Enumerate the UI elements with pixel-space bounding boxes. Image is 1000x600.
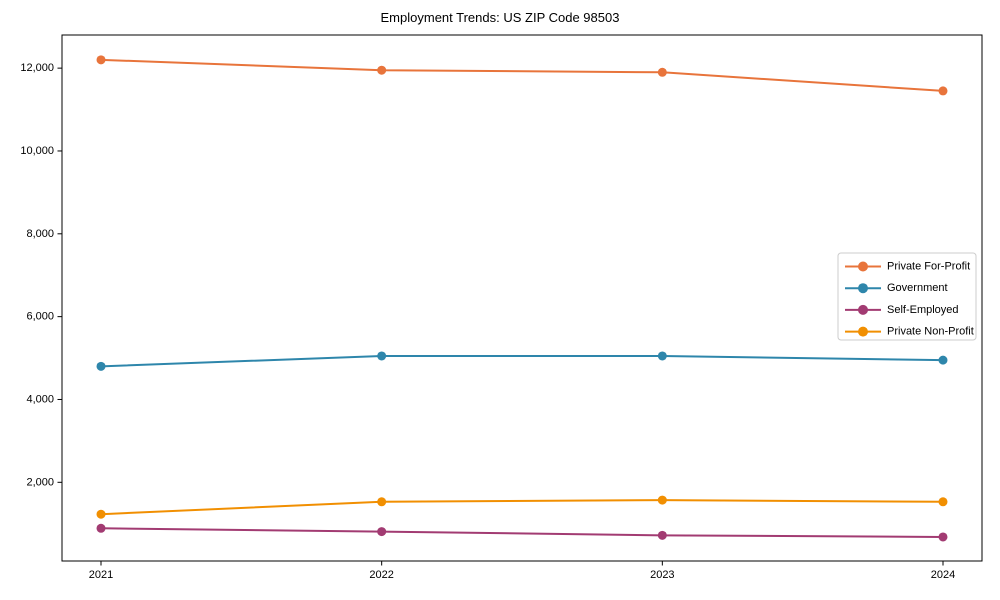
data-point xyxy=(938,86,948,96)
y-tick-label: 2,000 xyxy=(26,476,54,488)
legend-item: Private Non-Profit xyxy=(845,326,974,338)
data-point xyxy=(938,532,948,542)
series-government xyxy=(96,351,948,371)
legend-marker xyxy=(858,283,868,294)
series-line xyxy=(100,527,944,538)
legend-box xyxy=(837,252,977,341)
data-point xyxy=(377,351,387,361)
y-tick-label: 10,000 xyxy=(20,145,54,157)
series-line xyxy=(100,499,944,516)
chart-title: Employment Trends: US ZIP Code 98503 xyxy=(380,10,620,25)
data-point xyxy=(96,55,106,65)
series-private-for-profit xyxy=(96,55,948,96)
data-point xyxy=(657,530,667,540)
series-self-employed xyxy=(96,523,948,542)
x-tick-label: 2024 xyxy=(931,569,955,581)
data-point xyxy=(657,67,667,77)
y-tick-label: 12,000 xyxy=(20,62,54,74)
x-axis: 2021 2022 2023 2024 xyxy=(89,561,955,581)
legend-item: Private For-Profit xyxy=(845,261,970,273)
data-point xyxy=(96,361,106,371)
data-point xyxy=(938,497,948,507)
data-point xyxy=(657,351,667,361)
data-point xyxy=(96,509,106,519)
legend-item: Government xyxy=(845,282,948,294)
legend: Private For-Profit Government Self-Employe… xyxy=(837,252,977,341)
legend-label: Private Non-Profit xyxy=(887,326,974,338)
x-tick-label: 2023 xyxy=(650,569,674,581)
legend-label: Government xyxy=(887,282,948,294)
data-point xyxy=(377,527,387,537)
y-tick-label: 4,000 xyxy=(26,393,54,405)
data-point xyxy=(657,495,667,505)
legend-marker xyxy=(858,304,868,315)
series-line xyxy=(100,354,944,368)
y-tick-label: 6,000 xyxy=(26,311,54,323)
series-private-non-profit xyxy=(96,495,948,519)
legend-marker xyxy=(858,261,868,272)
y-axis: 2,000 4,000 6,000 8,000 10,000 12,000 xyxy=(20,62,62,488)
plot-border xyxy=(61,34,983,562)
legend-item: Self-Employed xyxy=(845,304,959,316)
x-tick-label: 2021 xyxy=(89,569,113,581)
data-point xyxy=(938,355,948,365)
legend-label: Self-Employed xyxy=(887,304,959,316)
x-tick-label: 2022 xyxy=(369,569,393,581)
series-line xyxy=(100,58,944,92)
legend-marker xyxy=(858,326,868,337)
data-point xyxy=(377,497,387,507)
legend-label: Private For-Profit xyxy=(887,261,970,273)
y-tick-label: 8,000 xyxy=(26,228,54,240)
data-point xyxy=(96,523,106,533)
data-point xyxy=(377,65,387,75)
